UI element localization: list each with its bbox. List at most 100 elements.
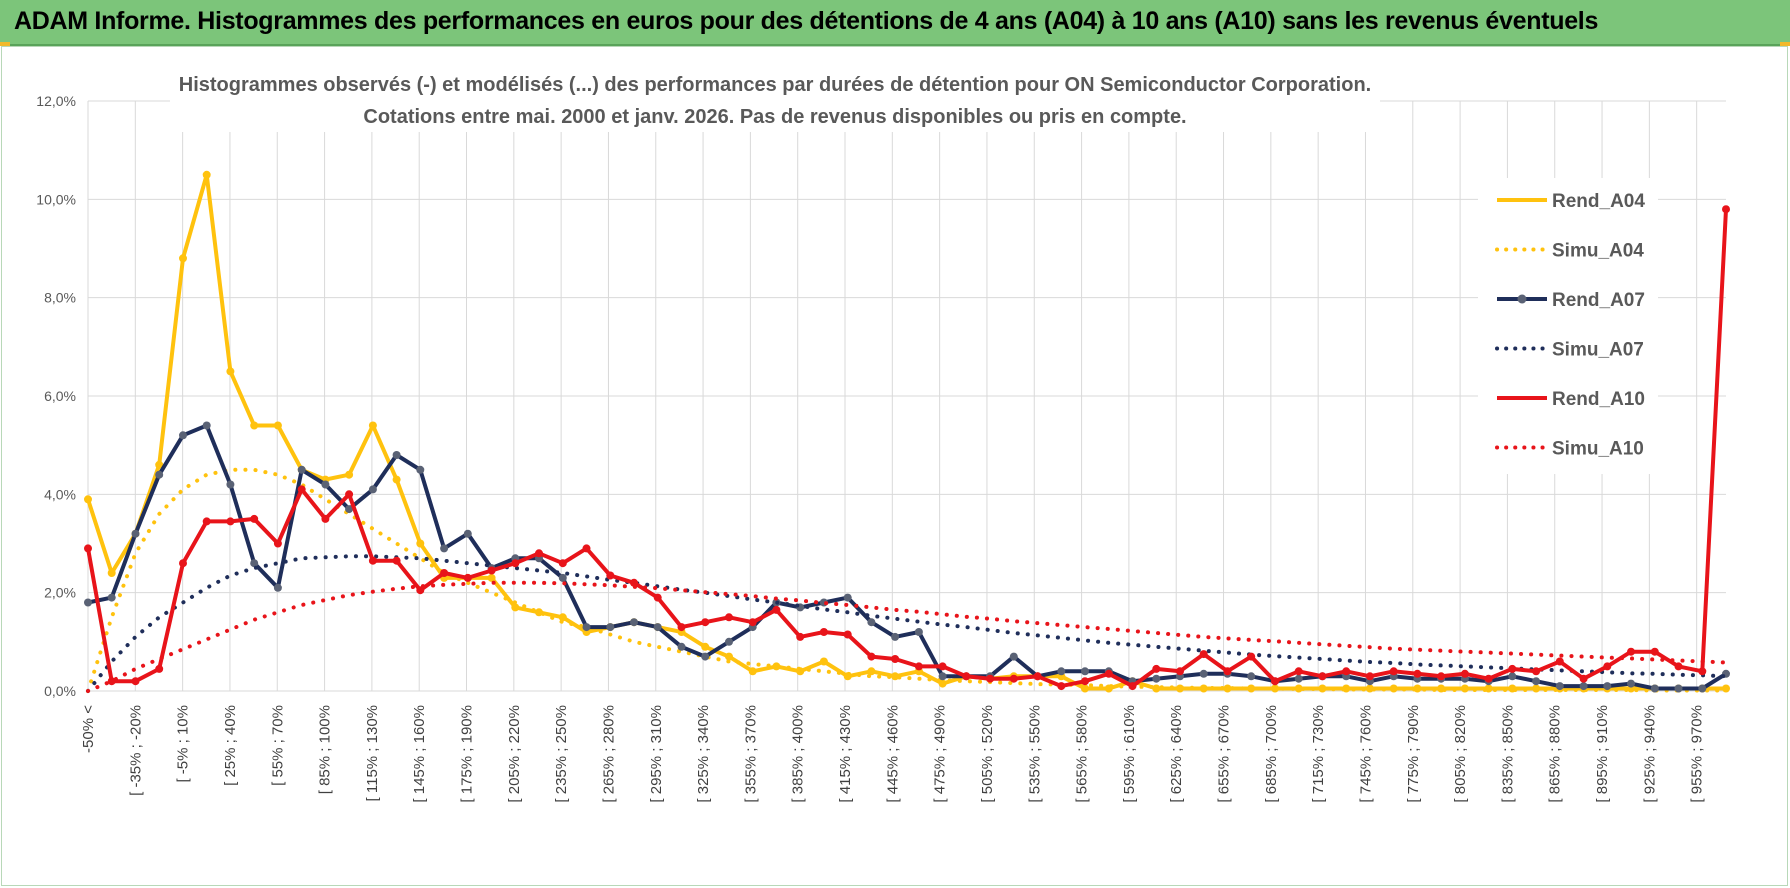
point-rend-a10 — [986, 674, 995, 683]
point-rend-a04 — [1081, 684, 1089, 693]
x-tick-label: [ 85% ; 100% — [317, 705, 334, 794]
point-rend-a07 — [226, 480, 235, 489]
series-line-rend-a10 — [86, 209, 1728, 689]
point-rend-a07 — [891, 632, 900, 641]
point-rend-a10 — [1081, 677, 1089, 686]
point-rend-a10 — [1413, 669, 1422, 678]
x-tick-label: [ 505% ; 520% — [979, 705, 996, 803]
point-rend-a10 — [725, 613, 733, 622]
point-rend-a07 — [321, 480, 330, 489]
point-rend-a04 — [819, 657, 828, 666]
point-rend-a10 — [891, 655, 900, 663]
point-rend-a07 — [938, 672, 947, 681]
point-rend-a10 — [819, 628, 828, 636]
y-tick-label: 4,0% — [44, 486, 76, 502]
point-rend-a10 — [1033, 672, 1042, 681]
point-rend-a07 — [392, 451, 401, 459]
point-rend-a10 — [558, 559, 567, 568]
point-rend-a04 — [867, 667, 876, 676]
point-rend-a10 — [653, 593, 662, 602]
point-rend-a10 — [1627, 647, 1635, 656]
point-rend-a07 — [1009, 652, 1018, 661]
point-rend-a10 — [392, 556, 401, 565]
point-rend-a07 — [1508, 672, 1517, 681]
point-rend-a07 — [677, 642, 686, 651]
point-rend-a10 — [962, 672, 971, 681]
y-tick-label: 10,0% — [36, 191, 76, 207]
x-tick-label: [ 835% ; 850% — [1499, 705, 1516, 803]
x-tick-label: [ 745% ; 760% — [1357, 705, 1374, 803]
x-tick-label: [ 55% ; 70% — [269, 705, 286, 786]
point-rend-a10 — [107, 677, 116, 686]
point-rend-a07 — [725, 637, 733, 646]
x-tick-label: [ 925% ; 940% — [1641, 705, 1658, 803]
point-rend-a07 — [653, 623, 662, 632]
legend: Rend_A04 Simu_A04 Rend_A07 Simu_A07 Rend_A10… — [1478, 178, 1658, 474]
point-rend-a10 — [1579, 674, 1588, 683]
point-rend-a07 — [273, 583, 282, 592]
point-rend-a10 — [1674, 662, 1683, 671]
legend-label-rend-a07: Rend_A07 — [1552, 290, 1645, 311]
point-rend-a07 — [440, 544, 449, 553]
point-rend-a07 — [1674, 684, 1683, 693]
point-rend-a10 — [1009, 674, 1018, 683]
point-rend-a10 — [1294, 667, 1303, 676]
point-rend-a10 — [1223, 667, 1232, 676]
y-tick-label: 0,0% — [44, 683, 76, 699]
point-rend-a10 — [1342, 667, 1351, 676]
point-rend-a10 — [1057, 682, 1066, 691]
x-tick-label: [ 895% ; 910% — [1594, 705, 1611, 803]
point-rend-a07 — [368, 485, 377, 494]
point-rend-a04 — [748, 667, 757, 676]
point-rend-a04 — [1152, 684, 1161, 693]
series-line-simu-a10 — [86, 580, 1728, 693]
chart-frame — [1, 46, 1788, 886]
series-line-simu-a07 — [86, 554, 1728, 693]
point-rend-a10 — [582, 544, 591, 553]
report-title: ADAM Informe. Histogrammes des performan… — [14, 7, 1599, 35]
legend-marker-rend-a07 — [1517, 294, 1527, 304]
x-tick-label: [ 625% ; 640% — [1168, 705, 1185, 803]
x-tick-label: [ 445% ; 460% — [884, 705, 901, 803]
point-rend-a10 — [1365, 672, 1374, 681]
point-rend-a07 — [1579, 682, 1588, 691]
point-rend-a04 — [1365, 684, 1374, 693]
point-rend-a10 — [131, 677, 140, 686]
legend-label-rend-a04: Rend_A04 — [1552, 191, 1645, 212]
point-rend-a07 — [582, 623, 591, 632]
chart-title-line-2: Cotations entre mai. 2000 et janv. 2026.… — [363, 106, 1186, 128]
point-rend-a10 — [416, 586, 425, 595]
point-rend-a07 — [1532, 677, 1541, 686]
x-tick-label: [ 175% ; 190% — [459, 705, 476, 803]
x-tick-label: [ 235% ; 250% — [553, 705, 570, 803]
x-tick-label: [ 475% ; 490% — [932, 705, 949, 803]
point-rend-a10 — [202, 517, 211, 526]
x-tick-label: [ 535% ; 550% — [1026, 705, 1043, 803]
point-rend-a07 — [1247, 672, 1256, 681]
x-tick-label: [ 415% ; 430% — [837, 705, 854, 803]
x-tick-label: [ 655% ; 670% — [1216, 705, 1233, 803]
point-rend-a07 — [179, 431, 187, 440]
point-rend-a10 — [368, 556, 377, 565]
point-rend-a10 — [1247, 652, 1256, 661]
point-rend-a10 — [701, 618, 710, 627]
point-rend-a07 — [701, 652, 710, 661]
legend-label-simu-a04: Simu_A04 — [1552, 241, 1644, 262]
point-rend-a04 — [345, 470, 354, 479]
y-tick-label: 12,0% — [36, 93, 76, 109]
point-rend-a10 — [1555, 657, 1564, 666]
point-rend-a10 — [1722, 205, 1730, 214]
chart-title-background — [170, 66, 1380, 132]
y-tick-label: 6,0% — [44, 388, 76, 404]
x-tick-label: [ 355% ; 370% — [742, 705, 759, 803]
series-line-simu-a04 — [86, 467, 1728, 693]
corner-accent-left — [0, 42, 10, 46]
point-rend-a10 — [630, 578, 638, 587]
point-rend-a04 — [1223, 684, 1232, 693]
point-rend-a10 — [511, 559, 520, 568]
x-tick-label: [ 115% ; 130% — [364, 705, 381, 801]
x-tick-label: [ 205% ; 220% — [506, 705, 523, 803]
point-rend-a07 — [1603, 682, 1612, 691]
point-rend-a10 — [179, 559, 187, 568]
